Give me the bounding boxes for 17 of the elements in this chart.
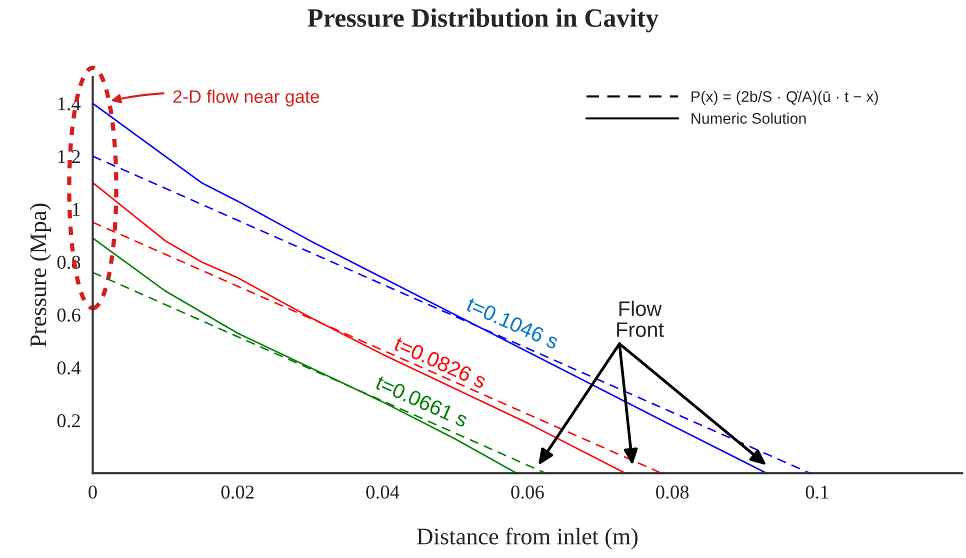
y-tick-label: 0.6 bbox=[57, 308, 80, 322]
y-axis-title: Pressure (Mpa) bbox=[30, 204, 52, 347]
x-tick-label: 0.02 bbox=[221, 486, 254, 499]
x-tick-label: 0.1 bbox=[806, 486, 828, 499]
x-tick-label: 0 bbox=[88, 486, 97, 499]
annotation: P(x) = (2b/S · Q̇/A)(ū · t − x) bbox=[692, 90, 878, 105]
y-tick-label: 1 bbox=[72, 202, 80, 216]
x-tick-label: 0.08 bbox=[656, 486, 689, 499]
annotation: 2-D flow near gate bbox=[173, 90, 320, 107]
y-tick-label: 0.2 bbox=[57, 414, 80, 428]
annotation: Flow Front bbox=[617, 300, 664, 338]
x-tick-label: 0.04 bbox=[366, 486, 400, 499]
chart-title: Pressure Distribution in Cavity bbox=[308, 8, 659, 32]
x-axis-title: Distance from inlet (m) bbox=[416, 528, 638, 550]
y-tick-label: 0.4 bbox=[57, 361, 81, 375]
annotation: Numeric Solution bbox=[692, 112, 806, 124]
x-tick-label: 0.06 bbox=[511, 486, 544, 499]
